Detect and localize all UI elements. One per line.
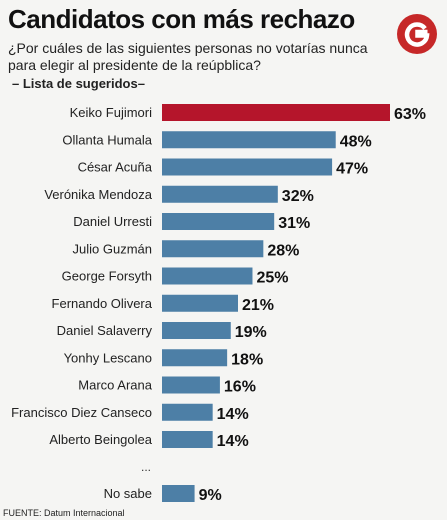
g-logo-glyph bbox=[404, 22, 430, 47]
category-label-10: Marco Arana bbox=[78, 378, 152, 393]
value-label-9: 18% bbox=[231, 351, 263, 368]
category-label-2: César Acuña bbox=[78, 160, 153, 175]
value-label-2: 47% bbox=[336, 161, 368, 178]
value-label-8: 19% bbox=[235, 324, 267, 341]
value-label-10: 16% bbox=[224, 379, 256, 396]
ellipsis-separator: ... bbox=[141, 460, 151, 474]
value-label-7: 21% bbox=[242, 297, 274, 314]
category-label-5: Julio Guzmán bbox=[73, 241, 152, 256]
bar-13 bbox=[162, 485, 195, 502]
value-label-12: 14% bbox=[217, 433, 249, 450]
bar-5 bbox=[162, 240, 264, 258]
bar-12 bbox=[162, 431, 213, 448]
bar-1 bbox=[162, 131, 336, 149]
value-label-6: 25% bbox=[256, 270, 288, 287]
source-note: FUENTE: Datum Internacional bbox=[3, 508, 125, 518]
category-label-0: Keiko Fujimori bbox=[70, 105, 152, 120]
category-label-1: Ollanta Humala bbox=[62, 132, 152, 147]
bar-10 bbox=[162, 376, 220, 394]
bar-4 bbox=[162, 213, 275, 230]
category-label-6: George Forsyth bbox=[62, 269, 152, 284]
brand-logo-icon bbox=[397, 14, 437, 54]
category-label-12: Alberto Beingolea bbox=[49, 432, 152, 447]
chart-subtitle: ¿Por cuáles de las siguientes personas n… bbox=[8, 40, 368, 73]
value-label-4: 31% bbox=[278, 215, 310, 232]
category-label-3: Verónika Mendoza bbox=[44, 187, 152, 202]
category-label-9: Yonhy Lescano bbox=[64, 350, 152, 365]
bar-2 bbox=[162, 158, 333, 176]
bar-9 bbox=[162, 349, 228, 367]
bar-0 bbox=[162, 104, 390, 121]
category-label-11: Francisco Diez Canseco bbox=[11, 405, 152, 420]
chart-title: Candidatos con más rechazo bbox=[8, 4, 355, 34]
bar-11 bbox=[162, 403, 213, 421]
value-label-5: 28% bbox=[267, 242, 299, 259]
value-label-3: 32% bbox=[282, 188, 314, 205]
value-label-13: 9% bbox=[199, 487, 222, 504]
bar-6 bbox=[162, 267, 253, 285]
value-label-0: 63% bbox=[394, 106, 426, 123]
value-label-11: 14% bbox=[217, 406, 249, 423]
category-label-13: No sabe bbox=[104, 486, 152, 501]
bar-8 bbox=[162, 322, 231, 339]
category-label-7: Fernando Olivera bbox=[52, 296, 153, 311]
bar-7 bbox=[162, 294, 238, 312]
category-label-4: Daniel Urresti bbox=[73, 214, 152, 229]
list-note: – Lista de sugeridos– bbox=[12, 76, 145, 91]
value-label-1: 48% bbox=[340, 133, 372, 150]
bar-3 bbox=[162, 185, 278, 203]
category-label-8: Daniel Salaverry bbox=[57, 323, 153, 338]
